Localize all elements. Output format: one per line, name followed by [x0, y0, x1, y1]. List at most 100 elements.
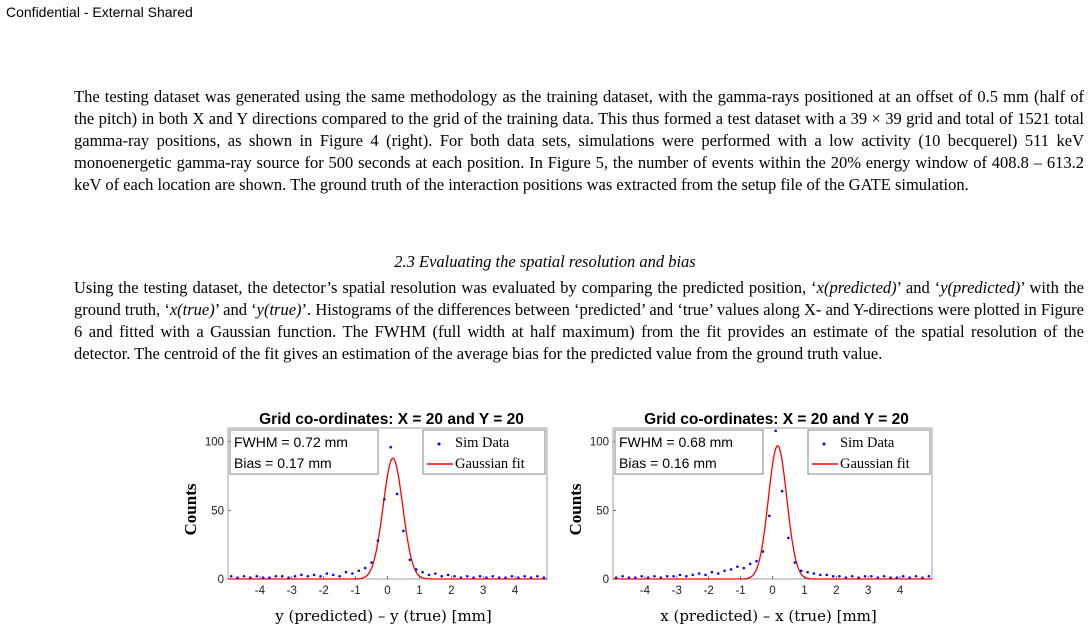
- sim-data-point: [819, 573, 822, 577]
- sim-data-point: [659, 576, 663, 579]
- sim-data-point: [351, 572, 354, 575]
- sim-data-point: [895, 576, 899, 579]
- stats-text: Bias = 0.17 mm: [234, 455, 332, 471]
- sim-data-point: [408, 558, 412, 562]
- y-axis-label: Counts: [566, 483, 585, 535]
- x-tick-label: 1: [801, 585, 807, 597]
- sim-data-point: [889, 576, 892, 579]
- sim-data-point: [376, 539, 380, 542]
- sim-data-point: [465, 574, 469, 578]
- sim-data-point: [255, 574, 259, 578]
- sim-data-point: [857, 576, 860, 579]
- y-tick-label: 100: [205, 437, 224, 449]
- sim-data-point: [678, 573, 682, 577]
- sim-data-point: [459, 576, 463, 579]
- sim-data-point: [787, 536, 790, 540]
- sim-data-point: [697, 572, 701, 575]
- sim-data-point: [421, 570, 424, 574]
- sim-data-point: [536, 574, 539, 578]
- sim-data-point: [472, 576, 475, 579]
- y-axis-label: Counts: [181, 483, 200, 535]
- sim-data-point: [780, 489, 784, 493]
- x-axis-label: x (predicted) – x (true) [mm]: [660, 607, 877, 625]
- confidentiality-label: Confidential - External Shared: [6, 4, 193, 20]
- sim-data-point: [665, 574, 669, 578]
- y-tick-label: 50: [596, 505, 609, 517]
- sim-data-point: [685, 574, 688, 578]
- x-tick-label: 4: [512, 585, 519, 597]
- x-tick-label: -1: [350, 585, 360, 597]
- sim-data-point: [653, 574, 656, 578]
- y-tick-label: 0: [603, 574, 609, 586]
- sim-data-point: [748, 562, 752, 566]
- sim-data-point: [927, 574, 931, 578]
- paragraph-testing-dataset: The testing dataset was generated using …: [74, 87, 1084, 194]
- legend-marker-sim-data: [822, 442, 826, 446]
- stats-text: Bias = 0.16 mm: [619, 455, 717, 471]
- legend-label-sim-data: Sim Data: [455, 435, 510, 451]
- sim-data-point: [440, 574, 444, 578]
- sim-data-point: [478, 574, 482, 578]
- sim-data-point: [634, 576, 637, 579]
- sim-data-point: [485, 576, 488, 579]
- x-axis-label: y (predicted) – y (true) [mm]: [274, 607, 492, 625]
- sim-data-point: [325, 572, 329, 575]
- sim-data-point: [242, 574, 246, 578]
- sim-data-point: [389, 445, 392, 449]
- sim-data-point: [882, 574, 886, 578]
- sim-data-point: [331, 573, 335, 577]
- legend-label-gaussian-fit: Gaussian fit: [840, 456, 910, 472]
- chart-title: Grid co-ordinates: X = 20 and Y = 20: [644, 411, 909, 428]
- sim-data-point: [395, 492, 399, 496]
- sim-data-point: [614, 576, 618, 579]
- sim-data-point: [806, 570, 809, 574]
- gaussian-fit-line: [613, 445, 932, 580]
- legend-label-gaussian-fit: Gaussian fit: [455, 456, 525, 472]
- sim-data-point: [704, 573, 707, 577]
- x-tick-label: 1: [416, 585, 422, 597]
- sim-data-point: [691, 573, 695, 577]
- sim-data-point: [774, 429, 777, 433]
- x-tick-label: 2: [833, 585, 839, 597]
- sim-data-point: [402, 529, 405, 533]
- y-tick-label: 100: [590, 437, 609, 449]
- histogram-y-chart: Grid co-ordinates: X = 20 and Y = 20 -4 -3…: [181, 411, 548, 625]
- sim-data-point: [901, 574, 905, 578]
- x-tick-label: 3: [865, 585, 871, 597]
- x-tick-label: 0: [384, 585, 390, 597]
- x-tick-label: 3: [480, 585, 486, 597]
- sim-data-point: [831, 574, 835, 578]
- sim-data-point: [761, 550, 765, 553]
- sim-data-point: [723, 569, 726, 573]
- x-tick-label: 2: [448, 585, 454, 597]
- x-tick-label: -3: [672, 585, 682, 597]
- sim-data-point: [825, 573, 829, 577]
- sim-data-point: [742, 566, 746, 570]
- histogram-x-chart: Grid co-ordinates: X = 20 and Y = 20 -4 -3…: [566, 411, 933, 625]
- x-tick-label: -4: [255, 585, 266, 597]
- sim-data-point: [799, 569, 803, 573]
- stats-text: FWHM = 0.68 mm: [619, 434, 733, 450]
- sim-data-point: [344, 570, 348, 574]
- stats-box: [614, 429, 764, 475]
- sim-data-point: [870, 574, 873, 578]
- sim-data-point: [357, 569, 361, 573]
- sim-data-point: [640, 574, 644, 578]
- sim-data-point: [414, 568, 418, 571]
- sim-data-point: [446, 573, 450, 577]
- stats-text: FWHM = 0.72 mm: [234, 434, 348, 450]
- sim-data-point: [812, 572, 816, 575]
- sim-data-point: [249, 576, 252, 579]
- sim-data-point: [300, 573, 303, 577]
- sim-data-point: [921, 576, 924, 579]
- x-tick-label: -4: [640, 585, 651, 597]
- sim-data-point: [542, 576, 546, 579]
- sim-data-point: [908, 576, 911, 579]
- sim-data-point: [838, 574, 841, 578]
- stats-box: [229, 429, 379, 475]
- sim-data-point: [516, 576, 520, 579]
- x-tick-label: -2: [319, 585, 329, 597]
- paragraph-spatial-resolution: Using the testing dataset, the detector’…: [74, 278, 1085, 363]
- y-tick-label: 0: [218, 574, 224, 586]
- sim-data-point: [755, 559, 758, 563]
